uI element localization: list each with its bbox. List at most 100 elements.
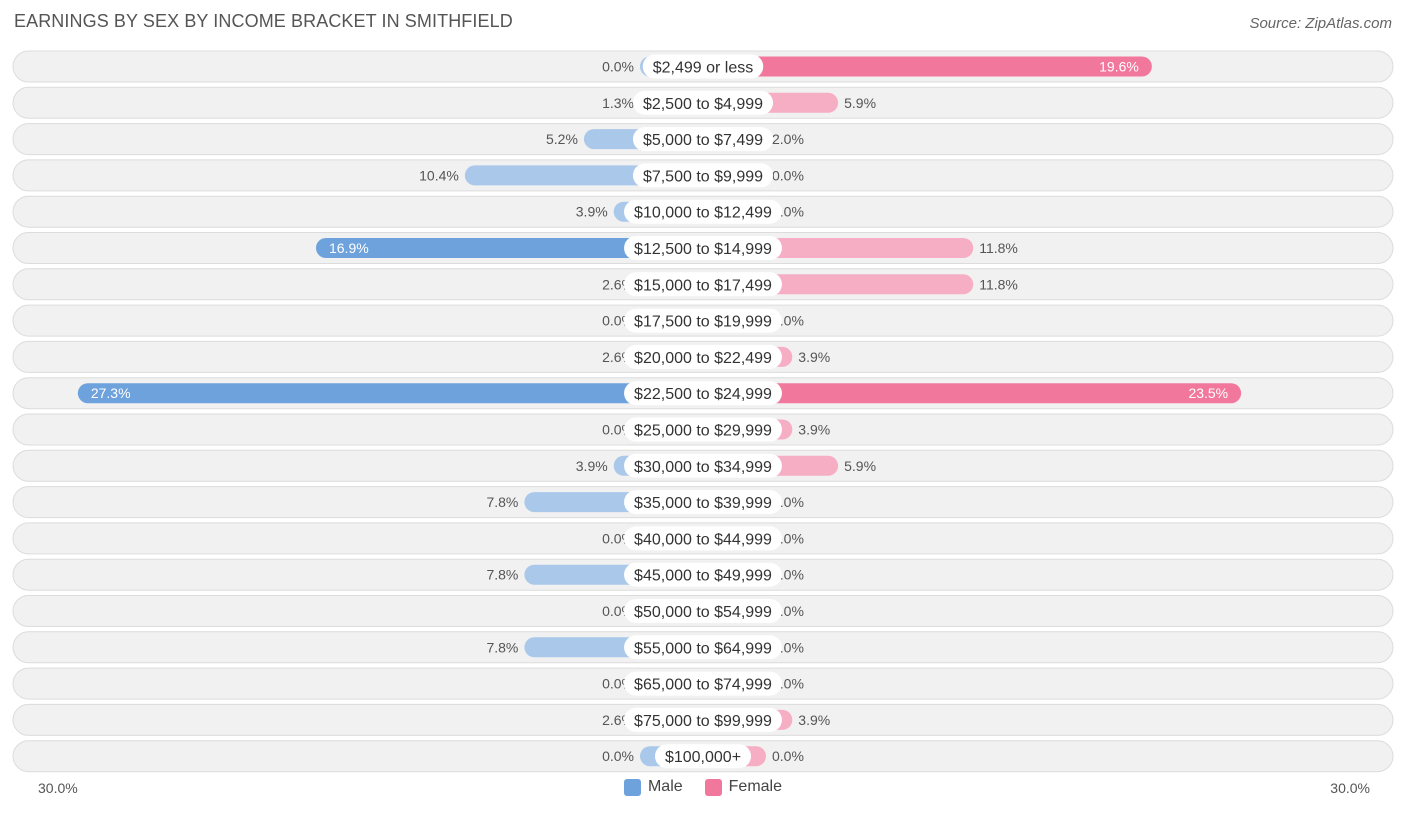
category-pill — [624, 526, 782, 551]
category-label: $17,500 to $19,999 — [634, 314, 772, 331]
data-label-male: 5.2% — [546, 131, 578, 147]
bar-row: 0.0% 3.9%$25,000 to $29,999 — [12, 413, 1394, 446]
bar-row: 27.3% 23.5% $22,500 to $24,999 — [12, 377, 1394, 410]
data-label-female: 0.0% — [772, 748, 804, 764]
data-label-male: 3.9% — [576, 204, 608, 220]
category-pill — [632, 163, 774, 188]
bar-row: 10.4% 0.0% $7,500 to $9,999 — [12, 159, 1394, 192]
data-label-female: 2.0% — [772, 131, 804, 147]
category-label: $2,500 to $4,999 — [643, 96, 763, 113]
data-label-male: 1.3% — [602, 95, 634, 111]
category-label: $65,000 to $74,999 — [634, 677, 772, 694]
category-pill — [632, 127, 774, 152]
category-pill — [624, 236, 782, 260]
data-label-female: 11.8% — [979, 240, 1018, 256]
axis-max-label: 30.0% — [1330, 780, 1370, 796]
data-label-female: 0.0% — [772, 167, 804, 183]
bar-row: 2.6% 3.9%$20,000 to $22,499 — [12, 340, 1394, 373]
legend: Male Female — [0, 778, 1406, 796]
category-pill — [624, 490, 782, 515]
category-label: $55,000 to $64,999 — [634, 640, 772, 657]
category-label: $25,000 to $29,999 — [634, 423, 772, 440]
data-label-male: 10.4% — [419, 167, 459, 183]
bar-row: 7.8% 2.0%$55,000 to $64,999 — [12, 631, 1394, 664]
category-pill — [624, 381, 782, 406]
bar-row: 16.9% 11.8% $12,500 to $14,999 — [12, 232, 1394, 264]
bar-row: 5.2% 2.0% $5,000 to $7,499 — [12, 123, 1394, 156]
bar-female[interactable] — [703, 383, 1242, 404]
category-label: $35,000 to $39,999 — [634, 495, 772, 512]
category-label: $7,500 to $9,999 — [643, 168, 763, 185]
category-label: $45,000 to $49,999 — [634, 568, 772, 585]
legend-swatch-male — [623, 778, 641, 796]
data-label-female: 11.8% — [979, 276, 1018, 292]
bar-row: 3.9% 0.0%$10,000 to $12,499 — [12, 195, 1394, 228]
chart-area: 0.0% 19.6% $2,499 or less 1.3% 5.9% $2,500 to… — [12, 50, 1394, 773]
category-pill — [624, 707, 782, 732]
category-label: $100,000+ — [665, 749, 741, 766]
category-pill — [642, 54, 764, 79]
data-label-male: 0.0% — [602, 59, 634, 75]
bar-male[interactable] — [77, 383, 703, 404]
category-pill — [624, 417, 782, 442]
category-label: $30,000 to $34,999 — [634, 459, 772, 476]
data-label-female: 3.9% — [798, 349, 830, 365]
category-label: $50,000 to $54,999 — [634, 604, 772, 621]
category-pill — [624, 671, 782, 696]
category-pill — [624, 199, 782, 224]
bar-row: 7.8% 0.0%$35,000 to $39,999 — [12, 486, 1394, 519]
bar-row: 0.0% 2.0%$65,000 to $74,999 — [12, 667, 1394, 700]
bar-row: 0.0% 19.6% $2,499 or less — [12, 50, 1394, 83]
chart-title: EARNINGS BY SEX BY INCOME BRACKET IN SMI… — [14, 11, 513, 31]
data-label-female: 3.9% — [798, 712, 830, 728]
data-label-female: 3.9% — [798, 422, 830, 438]
category-pill — [624, 635, 782, 660]
bar-row: 3.9% 5.9% $30,000 to $34,999 — [12, 449, 1394, 482]
data-label-male: 0.0% — [602, 748, 634, 764]
data-label-male: 7.8% — [486, 639, 518, 655]
category-label: $20,000 to $22,499 — [634, 350, 772, 367]
bar-row: 1.3% 5.9% $2,500 to $4,999 — [12, 86, 1394, 119]
bar-row: 7.8% 2.0%$45,000 to $49,999 — [12, 558, 1394, 591]
bar-row: 2.6% 3.9%$75,000 to $99,999 — [12, 703, 1394, 736]
category-pill — [624, 562, 782, 587]
legend-swatch-female — [704, 778, 722, 796]
data-label-male: 7.8% — [486, 567, 518, 583]
category-pill — [624, 272, 782, 297]
data-label-male: 7.8% — [486, 494, 518, 510]
data-label-female: 5.9% — [844, 458, 876, 474]
category-pill — [624, 308, 782, 333]
legend-item-female[interactable]: Female — [704, 778, 783, 796]
bar-male[interactable] — [315, 238, 703, 258]
category-pill — [624, 599, 782, 623]
category-label: $40,000 to $44,999 — [634, 531, 772, 548]
category-pill — [632, 90, 774, 115]
category-pill — [654, 744, 752, 769]
category-label: $15,000 to $17,499 — [634, 277, 772, 294]
category-label: $12,500 to $14,999 — [634, 241, 772, 258]
legend-label-female: Female — [728, 778, 783, 795]
bar-female[interactable] — [703, 56, 1152, 77]
data-label-male: 16.9% — [329, 240, 369, 256]
category-pill — [624, 344, 782, 369]
bar-row: 0.0% 0.0%$50,000 to $54,999 — [12, 595, 1394, 627]
data-label-female: 19.6% — [1099, 59, 1139, 75]
category-label: $75,000 to $99,999 — [634, 713, 772, 730]
bar-row: 0.0% 2.0%$40,000 to $44,999 — [12, 522, 1394, 555]
bar-row: 0.0% 0.0%$17,500 to $19,999 — [12, 304, 1394, 337]
data-label-female: 5.9% — [844, 95, 876, 111]
category-label: $5,000 to $7,499 — [643, 132, 763, 149]
category-label: $22,500 to $24,999 — [634, 386, 772, 403]
legend-item-male[interactable]: Male — [623, 778, 683, 796]
bar-row: 2.6% 11.8%$15,000 to $17,499 — [12, 268, 1394, 301]
axis-min-label: 30.0% — [38, 780, 78, 796]
data-label-female: 23.5% — [1188, 385, 1228, 401]
source-attribution: Source: ZipAtlas.com — [1249, 15, 1392, 32]
data-label-male: 27.3% — [91, 385, 131, 401]
category-pill — [624, 453, 782, 478]
bar-row: 0.0% 0.0% $100,000+ — [12, 740, 1394, 773]
data-label-male: 3.9% — [576, 458, 608, 474]
legend-label-male: Male — [647, 778, 683, 795]
category-label: $10,000 to $12,499 — [634, 205, 772, 222]
category-label: $2,499 or less — [653, 60, 754, 77]
